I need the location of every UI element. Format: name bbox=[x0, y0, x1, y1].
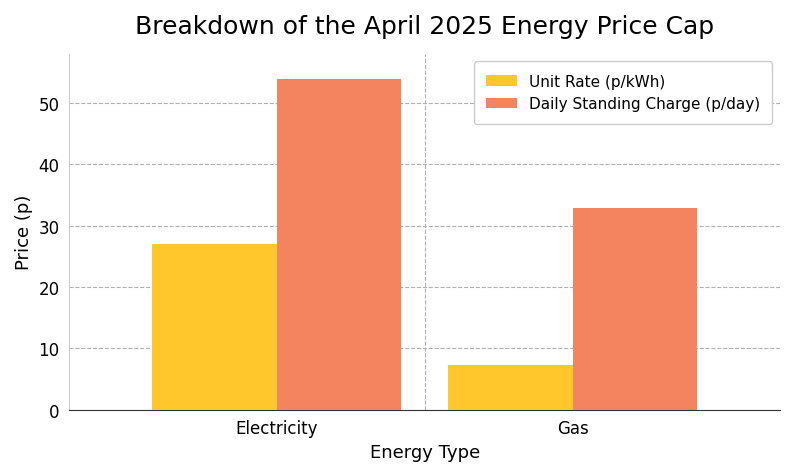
Bar bbox=[277, 80, 401, 410]
X-axis label: Energy Type: Energy Type bbox=[370, 443, 480, 461]
Title: Breakdown of the April 2025 Energy Price Cap: Breakdown of the April 2025 Energy Price… bbox=[135, 15, 714, 39]
Bar bbox=[572, 208, 697, 410]
Y-axis label: Price (p): Price (p) bbox=[15, 195, 33, 270]
Bar bbox=[153, 245, 277, 410]
Legend: Unit Rate (p/kWh), Daily Standing Charge (p/day): Unit Rate (p/kWh), Daily Standing Charge… bbox=[474, 62, 773, 124]
Bar bbox=[448, 365, 572, 410]
